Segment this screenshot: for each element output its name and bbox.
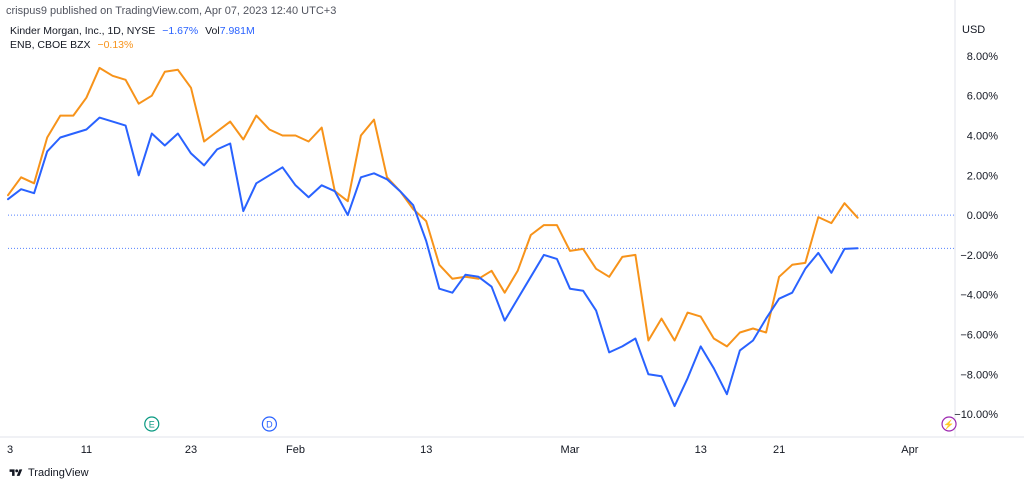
legend-compare-name: ENB, CBOE BZX — [10, 39, 91, 51]
x-tick-label: 13 — [695, 444, 707, 456]
series-line — [7, 116, 859, 408]
x-tick-label: Feb — [286, 444, 305, 456]
tradingview-logo-icon — [9, 469, 23, 476]
legend-main-name: Kinder Morgan, Inc., 1D, NYSE — [10, 25, 156, 37]
event-marker[interactable]: D — [261, 416, 277, 432]
y-tick-label: −4.00% — [960, 290, 998, 302]
legend-row-main[interactable]: Kinder Morgan, Inc., 1D, NYSE −1.67% Vol… — [10, 24, 255, 38]
y-tick-label: 0.00% — [967, 210, 998, 222]
legend-compare-change: −0.13% — [97, 39, 134, 51]
publisher-caption: crispus9 published on TradingView.com, A… — [6, 5, 337, 17]
series-legend: Kinder Morgan, Inc., 1D, NYSE −1.67% Vol… — [10, 24, 255, 52]
y-tick-label: −10.00% — [954, 409, 998, 421]
event-marker[interactable]: E — [144, 416, 160, 432]
series-line — [7, 66, 859, 348]
tradingview-footer[interactable]: TradingView — [8, 467, 89, 479]
event-marker-circle — [941, 416, 957, 432]
event-marker-circle — [261, 416, 277, 432]
x-tick-label: Apr — [901, 444, 918, 456]
legend-vol-label: Vol — [205, 25, 220, 37]
y-tick-label: 4.00% — [967, 131, 998, 143]
y-tick-label: 8.00% — [967, 51, 998, 63]
x-tick-label: 21 — [773, 444, 785, 456]
x-tick-label: Mar — [561, 444, 580, 456]
tradingview-brand: TradingView — [28, 467, 89, 479]
event-marker-label: E — [149, 420, 155, 430]
event-marker[interactable]: ⚡ — [941, 416, 957, 432]
y-tick-label: −2.00% — [960, 250, 998, 262]
y-tick-label: −6.00% — [960, 329, 998, 341]
x-tick-label: 13 — [420, 444, 432, 456]
y-tick-label: −8.00% — [960, 369, 998, 381]
event-marker-label: D — [266, 420, 273, 430]
currency-label[interactable]: USD — [962, 24, 986, 36]
legend-row-compare[interactable]: ENB, CBOE BZX −0.13% — [10, 38, 255, 52]
legend-main-change: −1.67% — [162, 25, 199, 37]
y-tick-label: 2.00% — [967, 170, 998, 182]
event-marker-label: ⚡ — [943, 419, 954, 431]
price-chart[interactable]: 8.00% 6.00% 4.00% 2.00% 0.00% −2.00% −4.00% −6.… — [0, 0, 1024, 465]
y-tick-label: 6.00% — [967, 91, 998, 103]
x-tick-label: 3 — [7, 444, 13, 456]
x-tick-label: 23 — [185, 444, 197, 456]
event-marker-circle — [144, 416, 160, 432]
legend-vol-value: 7.981M — [219, 25, 255, 37]
x-tick-label: 11 — [81, 444, 92, 456]
